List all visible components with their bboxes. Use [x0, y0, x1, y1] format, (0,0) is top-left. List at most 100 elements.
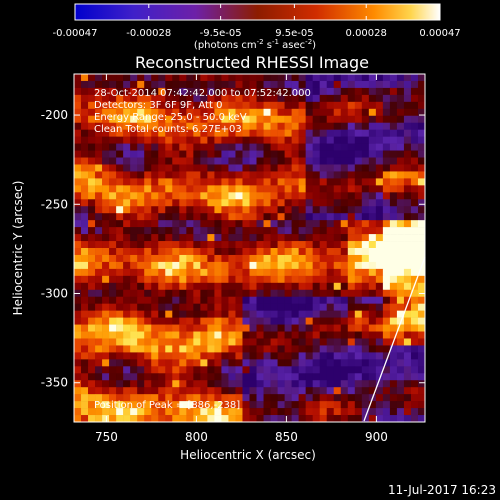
heatmap-cell: [172, 331, 180, 339]
heatmap-cell: [214, 317, 222, 325]
heatmap-cell: [179, 282, 187, 291]
heatmap-cell: [228, 150, 236, 158]
heatmap-cell: [179, 178, 187, 186]
heatmap-cell: [228, 345, 236, 353]
heatmap-cell: [382, 136, 391, 144]
heatmap-cell: [144, 275, 152, 284]
heatmap-cell: [305, 101, 313, 110]
chart-title: Reconstructed RHESSI Image: [135, 53, 369, 72]
heatmap-cell: [270, 373, 278, 381]
heatmap-cell: [221, 275, 229, 284]
heatmap-cell: [256, 108, 264, 117]
heatmap-cell: [123, 241, 131, 249]
heatmap-cell: [172, 366, 180, 374]
detectors-annotation: Detectors: 3F 6F 9F, Att 0: [94, 100, 222, 111]
heatmap-cell: [249, 136, 257, 144]
heatmap-cell: [74, 387, 82, 395]
heatmap-cell: [242, 289, 250, 298]
heatmap-cell: [417, 324, 425, 332]
heatmap-cell: [368, 345, 377, 353]
heatmap-cell: [319, 199, 328, 207]
heatmap-cell: [88, 101, 96, 110]
heatmap-cell: [102, 185, 110, 193]
heatmap-cell: [207, 254, 215, 263]
heatmap-cell: [193, 282, 201, 291]
heatmap-cell: [312, 401, 320, 409]
heatmap-cell: [319, 164, 328, 172]
heatmap-cell: [298, 115, 306, 124]
heatmap-cell: [130, 282, 138, 291]
heatmap-cell: [340, 171, 349, 179]
heatmap-cell: [158, 366, 166, 374]
heatmap-cell: [319, 248, 328, 256]
heatmap-cell: [382, 415, 391, 422]
heatmap-cell: [389, 394, 398, 402]
heatmap-cell: [221, 143, 229, 151]
heatmap-cell: [74, 206, 82, 214]
heatmap-cell: [144, 115, 152, 124]
heatmap-cell: [333, 261, 342, 270]
heatmap-cell: [109, 324, 117, 332]
heatmap-cell: [123, 108, 131, 117]
heatmap-cell: [95, 289, 103, 298]
heatmap-cell: [200, 108, 208, 117]
heatmap-cell: [319, 324, 328, 332]
heatmap-cell: [375, 178, 384, 186]
heatmap-cell: [81, 213, 89, 221]
heatmap-cell: [312, 408, 320, 416]
heatmap-cell: [200, 101, 208, 110]
heatmap-cell: [256, 359, 264, 367]
heatmap-cell: [410, 74, 419, 82]
heatmap-cell: [270, 150, 278, 158]
heatmap-cell: [305, 296, 313, 304]
heatmap-cell: [130, 101, 138, 110]
heatmap-cell: [340, 94, 349, 103]
heatmap-cell: [144, 387, 152, 395]
heatmap-cell: [214, 366, 222, 374]
heatmap-cell: [256, 206, 264, 214]
colorbar-tick-label: -9.5e-05: [200, 28, 242, 39]
heatmap-cell: [340, 373, 349, 381]
heatmap-cell: [144, 74, 152, 82]
heatmap-cell: [193, 241, 201, 249]
heatmap-cell: [270, 415, 278, 422]
heatmap-cell: [228, 289, 236, 298]
heatmap-cell: [396, 157, 405, 165]
heatmap-cell: [165, 380, 173, 388]
heatmap-cell: [193, 80, 201, 89]
heatmap-cell: [207, 359, 215, 367]
heatmap-cell: [312, 220, 320, 228]
heatmap-cell: [109, 164, 117, 172]
heatmap-cell: [403, 415, 412, 422]
heatmap-cell: [186, 178, 194, 186]
heatmap-cell: [193, 408, 201, 416]
heatmap-cell: [256, 248, 264, 256]
heatmap-cell: [389, 199, 398, 207]
heatmap-cell: [88, 254, 96, 263]
heatmap-cell: [109, 101, 117, 110]
heatmap-cell: [270, 220, 278, 228]
heatmap-cell: [144, 373, 152, 381]
heatmap-cell: [102, 213, 110, 221]
heatmap-cell: [130, 275, 138, 284]
heatmap-cell: [347, 74, 356, 82]
heatmap-cell: [200, 241, 208, 249]
x-axis-label: Heliocentric X (arcsec): [180, 448, 316, 462]
heatmap-cell: [375, 296, 384, 304]
heatmap-cell: [326, 352, 335, 360]
heatmap-cell: [130, 206, 138, 214]
heatmap-cell: [116, 234, 124, 242]
heatmap-cell: [109, 275, 117, 284]
heatmap-cell: [214, 220, 222, 228]
heatmap-cell: [137, 94, 145, 103]
heatmap-cell: [165, 150, 173, 158]
heatmap-cell: [193, 380, 201, 388]
heatmap-cell: [312, 206, 320, 214]
heatmap-cell: [326, 275, 335, 284]
heatmap-cell: [354, 289, 363, 298]
heatmap-cell: [130, 331, 138, 339]
heatmap-cell: [284, 157, 292, 165]
heatmap-cell: [200, 150, 208, 158]
heatmap-cell: [277, 87, 285, 96]
heatmap-cell: [242, 261, 250, 270]
